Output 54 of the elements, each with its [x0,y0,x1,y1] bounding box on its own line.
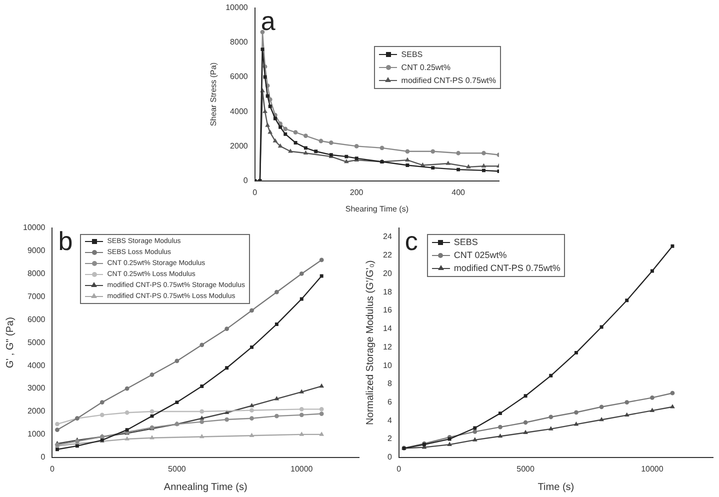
y-tick-label: 6000 [27,314,46,324]
y-tick-label: 8000 [27,268,46,278]
y-tick-label: 10 [382,360,392,370]
y-tick-label: 4000 [27,360,46,370]
x-axis-title: Shearing Time (s) [345,204,409,214]
y-tick-label: 1000 [27,430,46,439]
legend-label: SEBS [454,236,478,249]
y-tick-label: 10000 [22,223,46,232]
x-tick-label: 0 [50,464,56,474]
y-tick-label: 14 [382,324,392,334]
y-tick-label: 2000 [230,141,248,150]
x-tick-label: 10000 [641,464,664,474]
x-tick-label: 10000 [290,464,314,474]
y-tick-label: 5000 [27,338,46,347]
chart-title: a [260,6,276,37]
y-axis-title: G' , G" (Pa) [4,317,16,368]
y-axis-title: Normalized Storage Modulus (G'/G'₀) [364,260,376,425]
chart-title: c [404,226,418,257]
y-tick-label: 2 [387,434,392,444]
y-tick-label: 18 [382,287,392,296]
y-tick-label: 4000 [230,106,248,116]
y-tick-label: 0 [40,452,46,462]
x-tick-label: 400 [452,188,466,197]
y-tick-label: 0 [387,452,392,462]
y-tick-label: 12 [382,342,392,352]
y-axis-title: Shear Stress (Pa) [209,62,218,126]
x-axis-title: Time (s) [538,482,574,493]
legend-label: modified CNT-PS 0.75wt% [401,74,496,87]
y-tick-label: 2000 [27,406,46,416]
x-tick-label: 0 [396,464,402,474]
y-tick-label: 24 [382,232,392,242]
x-axis-title: Annealing Time (s) [164,482,248,493]
x-tick-label: 0 [252,188,258,197]
y-tick-label: 22 [382,250,392,260]
y-tick-label: 8 [387,379,392,388]
y-tick-label: 10000 [226,3,248,12]
x-tick-label: 200 [350,188,364,197]
legend-label: SEBS [401,48,423,61]
y-tick-label: 0 [243,176,248,186]
x-tick-label: 5000 [168,464,186,474]
y-tick-label: 20 [382,268,392,278]
y-tick-label: 7000 [27,292,46,301]
chart-title: b [58,226,73,257]
y-tick-label: 3000 [27,384,46,393]
y-tick-label: 16 [382,306,392,315]
legend-label: modified CNT-PS 0.75wt% [454,262,560,275]
legend-label: CNT 0.25wt% [401,62,450,74]
y-tick-label: 4 [387,416,392,425]
y-tick-label: 6 [387,398,392,406]
y-tick-label: 8000 [230,38,248,47]
legend-label: CNT 025wt% [454,248,507,262]
y-tick-label: 6000 [230,72,248,82]
y-tick-label: 9000 [27,246,46,255]
x-tick-label: 5000 [516,464,535,474]
